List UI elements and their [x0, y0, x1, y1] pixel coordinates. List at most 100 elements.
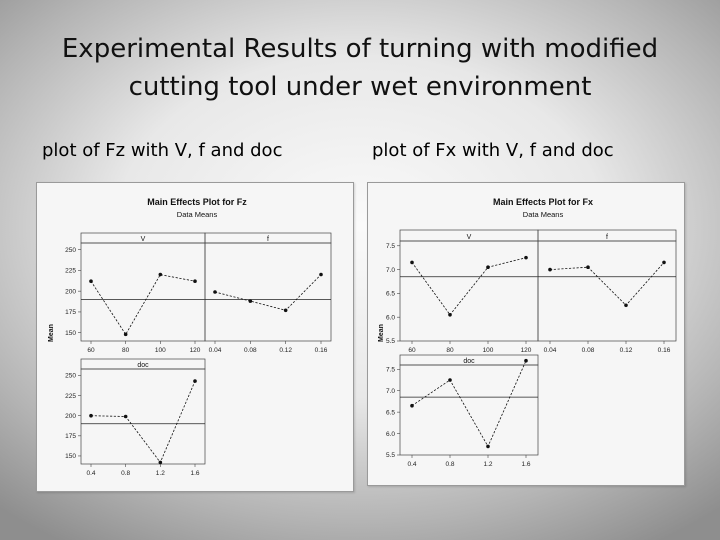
fz-doc-plot-frame — [80, 368, 206, 465]
fx-f-x-tick-label: 0.08 — [582, 347, 595, 354]
fz-v-y-tick-label: 200 — [65, 288, 76, 295]
fx-main-effects-chart: Main Effects Plot for Fx Data Means Mean V 7… — [378, 197, 677, 468]
right-chart-heading: plot of Fx with V, f and doc — [372, 140, 614, 161]
fx-chart-panel: Main Effects Plot for Fx Data Means Mean V 7… — [367, 182, 685, 486]
fz-doc-data-point — [123, 414, 128, 419]
fx-f-plot-frame — [537, 240, 677, 342]
fz-chart-title: Main Effects Plot for Fz — [147, 197, 247, 207]
fx-v-x-tick-label: 120 — [521, 347, 532, 354]
title-line-2: cutting tool under wet environment — [128, 72, 592, 102]
fz-doc-x-tick-label: 0.8 — [121, 470, 130, 477]
fx-f-data-point — [586, 265, 590, 269]
fz-f-x-tick-label: 0.08 — [244, 347, 257, 354]
fz-v-facet-label: V — [141, 236, 146, 243]
fx-f-x-tick-label: 0.16 — [658, 347, 671, 354]
fz-doc-data-point — [158, 460, 163, 465]
fx-chart-title: Main Effects Plot for Fx — [493, 197, 593, 207]
fx-v-facet-label: V — [467, 234, 472, 241]
fx-v-y-tick-label: 6.5 — [386, 291, 395, 298]
fz-f-x-tick-label: 0.04 — [209, 347, 222, 354]
fx-doc-data-point — [486, 444, 490, 449]
fx-doc-facet-label: doc — [463, 358, 475, 365]
left-chart-heading: plot of Fz with V, f and doc — [42, 140, 283, 161]
fz-y-axis-label: Mean — [48, 324, 55, 342]
fx-f-series-line — [549, 262, 665, 306]
fx-f-data-point — [548, 267, 552, 272]
fx-f-data-point — [624, 303, 628, 308]
fx-f-x-tick-label: 0.12 — [620, 347, 633, 354]
fx-doc-series-line — [411, 360, 527, 448]
fx-v-x-tick-label: 60 — [408, 347, 416, 354]
fx-v-y-tick-label: 7.5 — [386, 243, 395, 250]
fx-v-data-point — [486, 265, 490, 269]
fx-v-data-point — [410, 260, 414, 265]
fz-doc-x-tick-label: 0.4 — [86, 470, 95, 477]
fx-doc-x-tick-label: 1.2 — [483, 461, 492, 468]
fx-f-data-point — [662, 260, 666, 265]
fz-v-x-tick-label: 80 — [122, 347, 130, 354]
fx-doc-y-tick-label: 6.5 — [386, 409, 395, 416]
fz-f-plot-frame — [204, 242, 332, 342]
fz-f-series-line — [214, 274, 322, 311]
fz-f-data-point — [248, 299, 253, 303]
fx-f-x-tick-label: 0.04 — [544, 347, 557, 354]
fx-doc-data-point — [524, 358, 528, 363]
fz-chart-subtitle: Data Means — [177, 210, 218, 219]
fz-v-x-tick-label: 120 — [190, 347, 201, 354]
fx-v-y-tick-label: 5.5 — [386, 338, 395, 345]
fx-v-y-tick-label: 6.0 — [386, 314, 395, 321]
fz-main-effects-chart: Main Effects Plot for Fz Data Means Mean V 2… — [48, 197, 332, 477]
fz-doc-data-point — [89, 413, 93, 418]
fx-v-x-tick-label: 100 — [483, 347, 494, 354]
fx-v-y-tick-label: 7.0 — [386, 267, 395, 274]
fx-doc-y-tick-label: 6.0 — [386, 431, 395, 438]
fz-v-data-point — [89, 279, 93, 284]
fz-doc-facet-label: doc — [137, 362, 149, 369]
fx-doc-data-point — [410, 403, 414, 408]
fz-f-facet-label: f — [267, 236, 269, 243]
fz-v-plot-frame — [80, 242, 206, 342]
fz-doc-data-point — [193, 379, 197, 383]
fz-v-series-line — [90, 274, 196, 336]
fz-chart-panel: Main Effects Plot for Fz Data Means Mean V 2… — [36, 182, 354, 492]
fz-v-data-point — [123, 332, 128, 337]
fz-doc-y-tick-label: 225 — [65, 393, 76, 400]
fx-doc-x-tick-label: 1.6 — [521, 461, 530, 468]
fz-v-y-tick-label: 225 — [65, 268, 76, 275]
fx-doc-y-tick-label: 7.5 — [386, 366, 395, 373]
fz-f-data-point — [213, 290, 217, 294]
fz-doc-y-tick-label: 150 — [65, 453, 76, 460]
fz-doc-x-tick-label: 1.2 — [156, 470, 165, 477]
fx-doc-plot-frame — [399, 364, 539, 456]
fz-f-x-tick-label: 0.16 — [315, 347, 328, 354]
fz-v-data-point — [193, 279, 197, 284]
fz-v-y-tick-label: 150 — [65, 330, 76, 337]
fx-f-facet-label: f — [606, 234, 608, 241]
fz-v-y-tick-label: 250 — [65, 247, 76, 254]
fz-doc-y-tick-label: 250 — [65, 373, 76, 380]
fx-v-series-line — [411, 257, 527, 316]
fz-doc-series-line — [90, 380, 196, 464]
fx-chart-subtitle: Data Means — [523, 210, 564, 219]
fx-doc-x-tick-label: 0.8 — [445, 461, 454, 468]
fx-doc-data-point — [448, 378, 452, 382]
fx-v-data-point — [448, 313, 452, 317]
fz-f-x-tick-label: 0.12 — [279, 347, 292, 354]
fz-doc-y-tick-label: 175 — [65, 433, 76, 440]
title-line-1: Experimental Results of turning with mod… — [61, 34, 659, 64]
fx-doc-y-tick-label: 7.0 — [386, 388, 395, 395]
fz-v-y-tick-label: 175 — [65, 309, 76, 316]
fz-v-x-tick-label: 100 — [155, 347, 166, 354]
fx-doc-x-tick-label: 0.4 — [407, 461, 416, 468]
fx-y-axis-label: Mean — [378, 324, 385, 342]
fz-v-x-tick-label: 60 — [87, 347, 95, 354]
slide-title: Experimental Results of turning with mod… — [30, 30, 690, 106]
fx-v-data-point — [524, 255, 528, 260]
fz-f-data-point — [283, 308, 288, 313]
fx-v-x-tick-label: 80 — [446, 347, 454, 354]
fz-v-data-point — [158, 272, 163, 277]
fz-doc-y-tick-label: 200 — [65, 413, 76, 420]
fx-doc-y-tick-label: 5.5 — [386, 452, 395, 459]
fz-doc-x-tick-label: 1.6 — [190, 470, 199, 477]
fz-f-data-point — [319, 272, 323, 277]
